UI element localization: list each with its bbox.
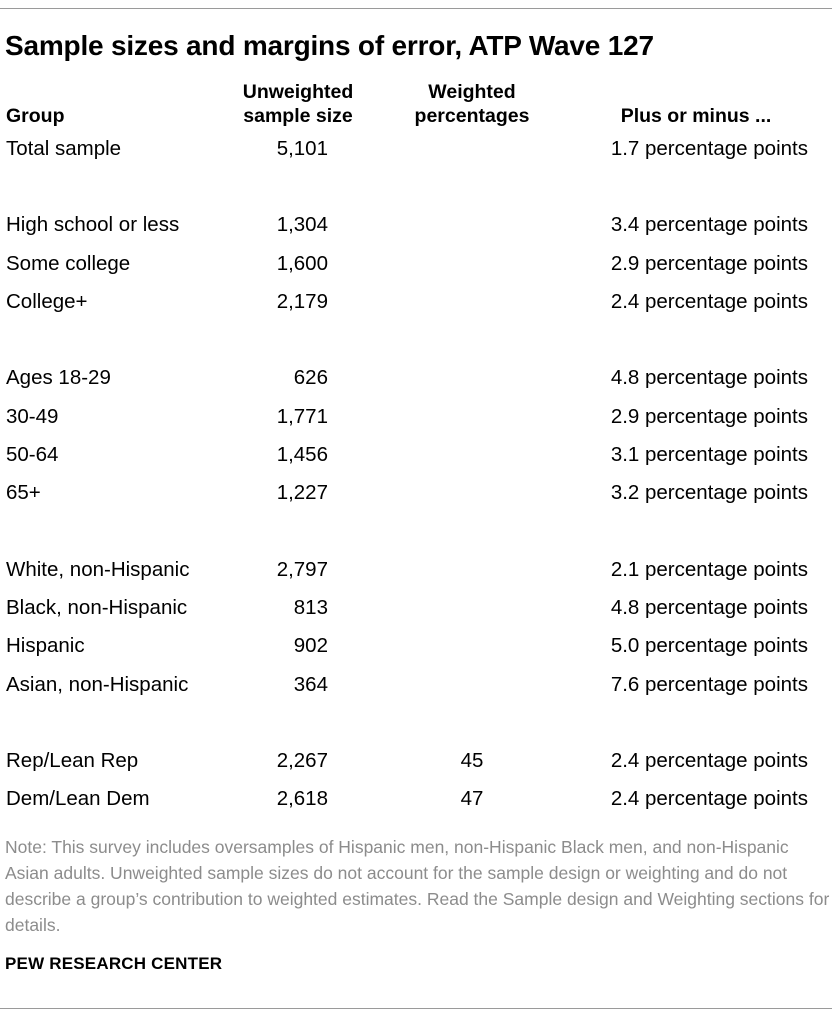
row-unweighted: 1,227 — [276, 481, 328, 504]
row-unweighted: 813 — [293, 596, 328, 619]
table-row: Black, non-Hispanic 813 4.8 percentage p… — [0, 593, 840, 623]
row-unweighted: 626 — [293, 366, 328, 389]
source-label: PEW RESEARCH CENTER — [5, 954, 223, 973]
top-rule — [0, 8, 832, 9]
row-group: College+ — [6, 290, 88, 313]
row-unweighted: 2,179 — [276, 290, 328, 313]
row-margin-of-error: 1.7 percentage points — [610, 137, 808, 160]
row-group: 50-64 — [6, 443, 59, 466]
row-group: 65+ — [6, 481, 41, 504]
table-row: High school or less 1,304 3.4 percentage… — [0, 210, 840, 240]
row-group: Asian, non-Hispanic — [6, 673, 189, 696]
row-margin-of-error: 2.4 percentage points — [610, 290, 808, 313]
row-margin-of-error: 2.9 percentage points — [610, 252, 808, 275]
row-unweighted: 5,101 — [276, 137, 328, 160]
row-group: Some college — [6, 252, 131, 275]
row-margin-of-error: 4.8 percentage points — [610, 366, 808, 389]
row-unweighted: 364 — [293, 673, 328, 696]
header-weighted: Weighted percentages — [414, 81, 530, 127]
table-row: 65+ 1,227 3.2 percentage points — [0, 478, 840, 508]
row-group: Ages 18-29 — [6, 366, 111, 389]
row-group: White, non-Hispanic — [6, 558, 190, 581]
row-unweighted: 1,304 — [276, 213, 328, 236]
row-group: Total sample — [6, 137, 122, 160]
header-group: Group — [6, 105, 65, 127]
row-group: Dem/Lean Dem — [6, 787, 150, 810]
bottom-rule — [0, 1008, 832, 1009]
row-margin-of-error: 3.1 percentage points — [610, 443, 808, 466]
row-margin-of-error: 2.4 percentage points — [610, 749, 808, 772]
table-note: Note: This survey includes oversamples o… — [5, 837, 830, 935]
row-group: Rep/Lean Rep — [6, 749, 139, 772]
table-row: 30-49 1,771 2.9 percentage points — [0, 402, 840, 432]
row-margin-of-error: 2.4 percentage points — [610, 787, 808, 810]
row-unweighted: 902 — [293, 634, 328, 657]
row-margin-of-error: 2.1 percentage points — [610, 558, 808, 581]
header-margin-of-error: Plus or minus ... — [620, 105, 772, 127]
row-unweighted: 1,600 — [276, 252, 328, 275]
table-row: Total sample 5,101 1.7 percentage points — [0, 134, 840, 164]
page-title: Sample sizes and margins of error, ATP W… — [5, 30, 654, 61]
row-group: High school or less — [6, 213, 180, 236]
row-group: Hispanic — [6, 634, 85, 657]
row-group: 30-49 — [6, 405, 59, 428]
row-weighted: 45 — [460, 749, 484, 772]
table-row: Ages 18-29 626 4.8 percentage points — [0, 363, 840, 393]
row-unweighted: 2,618 — [276, 787, 328, 810]
table-row: Asian, non-Hispanic 364 7.6 percentage p… — [0, 670, 840, 700]
table-row: College+ 2,179 2.4 percentage points — [0, 287, 840, 317]
row-margin-of-error: 7.6 percentage points — [610, 673, 808, 696]
row-margin-of-error: 5.0 percentage points — [610, 634, 808, 657]
row-unweighted: 1,456 — [276, 443, 328, 466]
row-margin-of-error: 4.8 percentage points — [610, 596, 808, 619]
row-unweighted: 2,267 — [276, 749, 328, 772]
row-unweighted: 2,797 — [276, 558, 328, 581]
table-row: Dem/Lean Dem 2,618 47 2.4 percentage poi… — [0, 784, 840, 814]
header-unweighted: Unweighted sample size — [242, 81, 354, 127]
table-row: Hispanic 902 5.0 percentage points — [0, 631, 840, 661]
row-margin-of-error: 3.2 percentage points — [610, 481, 808, 504]
row-weighted: 47 — [460, 787, 484, 810]
row-margin-of-error: 3.4 percentage points — [610, 213, 808, 236]
table-row: White, non-Hispanic 2,797 2.1 percentage… — [0, 555, 840, 585]
table-row: Some college 1,600 2.9 percentage points — [0, 249, 840, 279]
table-row: Rep/Lean Rep 2,267 45 2.4 percentage poi… — [0, 746, 840, 776]
table-row: 50-64 1,456 3.1 percentage points — [0, 440, 840, 470]
row-margin-of-error: 2.9 percentage points — [610, 405, 808, 428]
row-unweighted: 1,771 — [276, 405, 328, 428]
row-group: Black, non-Hispanic — [6, 596, 188, 619]
